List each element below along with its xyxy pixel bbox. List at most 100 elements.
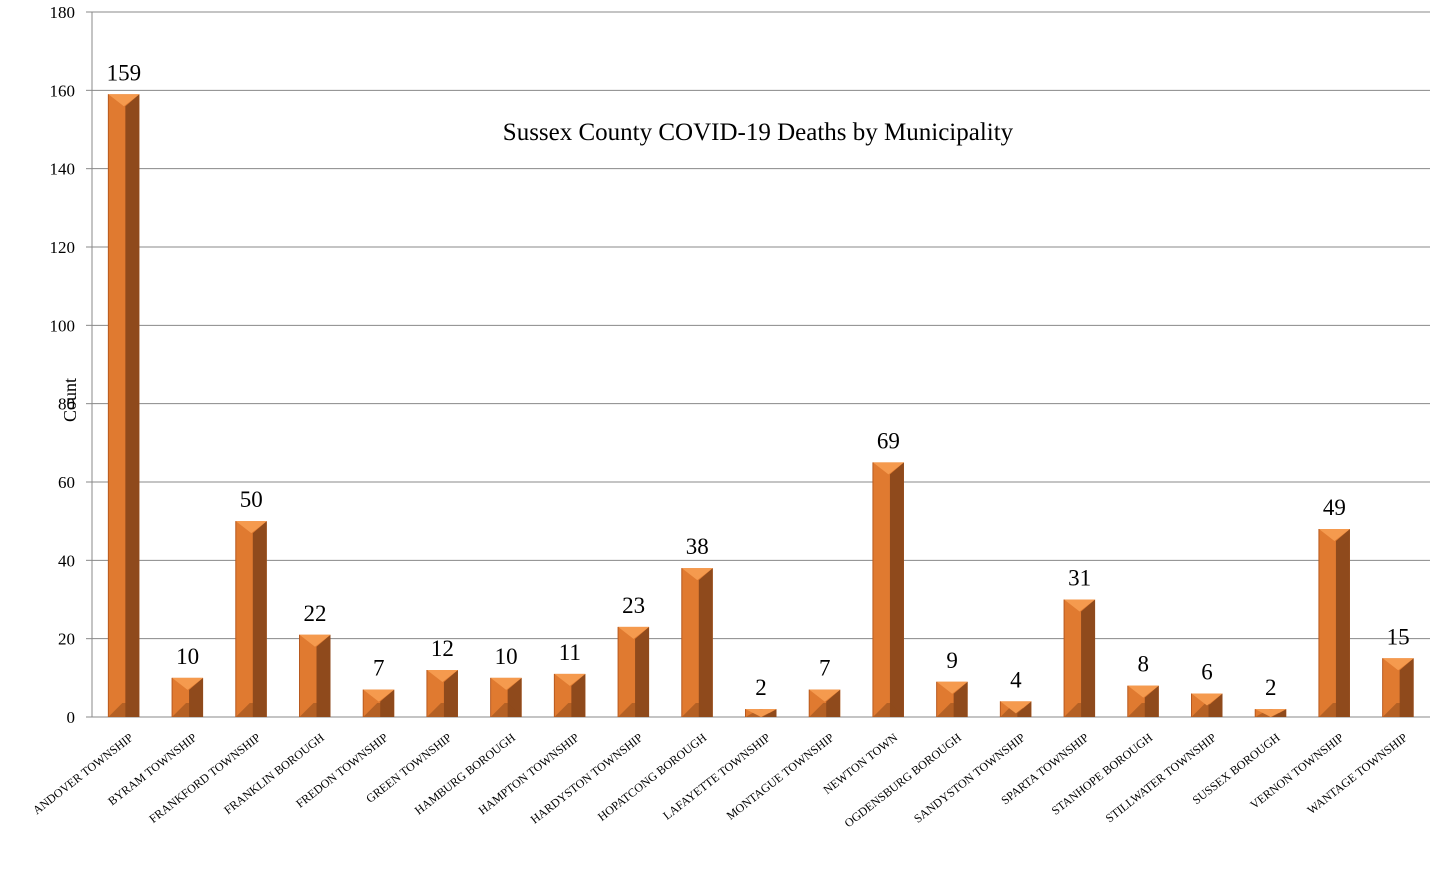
bar-base — [108, 703, 140, 717]
data-label: 10 — [495, 644, 518, 669]
bar-base — [235, 703, 267, 717]
y-tick-label: 140 — [50, 160, 76, 179]
bar — [1191, 693, 1223, 717]
bar-base — [618, 703, 650, 717]
data-label: 38 — [686, 534, 709, 559]
bar-base — [1064, 703, 1096, 717]
bar — [872, 462, 904, 717]
bar — [299, 634, 331, 717]
bar-side — [1081, 599, 1096, 717]
category-label: MONTAGUE TOWNSHIP — [724, 730, 837, 823]
bar-base — [299, 703, 331, 717]
bar-base — [681, 703, 713, 717]
bar-top — [1318, 529, 1350, 541]
bar-base — [490, 703, 522, 717]
data-label: 159 — [107, 60, 142, 85]
bar-top — [681, 568, 713, 581]
bar-side — [571, 673, 586, 717]
y-tick-label: 100 — [50, 316, 76, 335]
bar-top — [1064, 599, 1096, 612]
data-label: 6 — [1201, 660, 1213, 685]
data-label: 9 — [946, 648, 958, 673]
bar-top — [1000, 701, 1032, 714]
bar — [617, 626, 650, 717]
bar-side — [125, 94, 140, 717]
bar-top — [872, 462, 904, 475]
bar-base — [172, 703, 204, 717]
bar-base — [426, 703, 458, 717]
bar-side — [698, 568, 713, 717]
category-label: OGDENSBURG BOROUGH — [842, 730, 965, 830]
bar-base — [936, 703, 968, 717]
bar-side — [252, 521, 267, 717]
data-label: 49 — [1323, 495, 1346, 520]
bar — [362, 689, 395, 717]
bar — [1382, 658, 1414, 717]
bar-top — [936, 681, 968, 694]
data-label: 7 — [819, 656, 831, 681]
bar — [936, 681, 968, 717]
bar-base — [1191, 703, 1223, 717]
data-label: 50 — [240, 487, 263, 512]
bar-top — [426, 670, 458, 682]
y-tick-label: 40 — [58, 551, 75, 570]
bar — [426, 670, 458, 717]
bars — [107, 94, 1414, 717]
bar-side — [443, 670, 458, 717]
bar-side — [1399, 658, 1414, 717]
category-label: HOPATCONG BOROUGH — [595, 730, 709, 824]
bar — [107, 94, 140, 717]
data-label: 31 — [1068, 566, 1091, 591]
data-label: 2 — [755, 675, 767, 700]
bar — [745, 709, 777, 717]
chart-title: Sussex County COVID-19 Deaths by Municip… — [503, 119, 1014, 146]
bar-top — [490, 677, 522, 690]
y-tick-label: 160 — [50, 81, 76, 100]
bar-top — [809, 689, 841, 702]
bar-base — [1382, 703, 1414, 717]
data-label: 10 — [176, 644, 199, 669]
bar — [490, 677, 522, 717]
bar — [171, 677, 204, 717]
category-label: HARDYSTON TOWNSHIP — [528, 730, 646, 826]
bar — [1254, 709, 1287, 717]
bar-base — [554, 703, 586, 717]
data-label: 2 — [1265, 675, 1277, 700]
data-label: 12 — [431, 636, 454, 661]
bar — [999, 701, 1032, 717]
bar-top — [745, 709, 777, 717]
bar-top — [172, 677, 204, 690]
data-labels: 159 10 50 22 7 12 10 11 23 38 2 7 69 9 4 31 8 6 2 49 15 — [107, 60, 1410, 700]
y-axis-label: Count — [60, 378, 80, 422]
category-label: ANDOVER TOWNSHIP — [30, 730, 136, 817]
bar-top — [1255, 709, 1287, 717]
bar-side — [889, 462, 904, 717]
category-label: STILLWATER TOWNSHIP — [1103, 730, 1219, 825]
y-tick-label: 60 — [58, 473, 75, 492]
y-tick-label: 120 — [50, 238, 76, 257]
bar — [808, 689, 841, 717]
bar — [1063, 599, 1096, 717]
bar-side — [1335, 529, 1350, 717]
bar-top — [554, 673, 586, 686]
data-label: 15 — [1387, 624, 1410, 649]
bar-base — [872, 703, 904, 717]
bar-top — [108, 94, 140, 107]
bar-top — [363, 689, 395, 702]
data-label: 4 — [1010, 667, 1022, 692]
bar-top — [1382, 658, 1414, 671]
y-axis-ticks: 0 20 40 60 80 100 120 140 160 180 — [50, 3, 92, 727]
data-label: 69 — [877, 428, 900, 453]
bar — [681, 568, 713, 717]
category-label: SANDYSTON TOWNSHIP — [911, 730, 1028, 826]
bar-base — [809, 703, 841, 717]
y-tick-label: 20 — [58, 630, 75, 649]
y-tick-label: 0 — [67, 708, 76, 727]
bar-base — [1318, 703, 1350, 717]
bar-top — [1191, 693, 1223, 706]
category-label: FRANKFORD TOWNSHIP — [146, 730, 263, 826]
bar-top — [1127, 685, 1159, 698]
data-label: 8 — [1138, 652, 1150, 677]
